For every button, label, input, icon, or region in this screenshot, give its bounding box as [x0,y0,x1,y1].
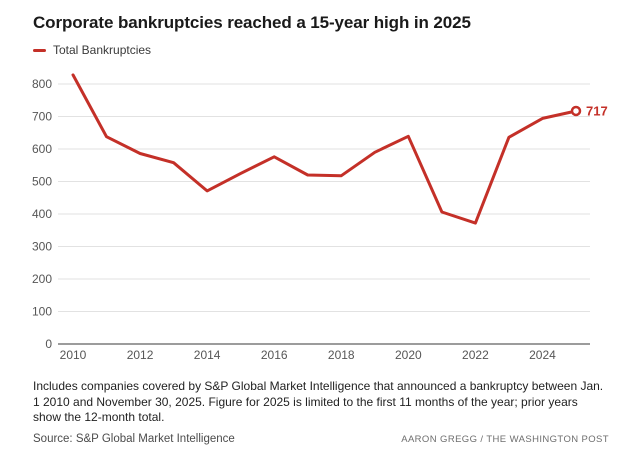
credit-text: AARON GREGG / THE WASHINGTON POST [401,433,609,445]
source-text: Source: S&P Global Market Intelligence [33,432,235,445]
x-tick-label: 2012 [127,348,154,362]
bankruptcies-line-chart: 0 100 200 300 400 500 600 700 800 2010 2012 2014 201… [32,73,608,362]
x-tick-label: 2018 [328,348,355,362]
x-tick-label: 2014 [194,348,221,362]
legend-swatch-total-bankruptcies [33,48,46,52]
y-tick-label: 200 [32,272,52,286]
chart-title: Corporate bankruptcies reached a 15-year… [33,13,471,32]
x-tick-label: 2024 [529,348,556,362]
x-tick-label: 2010 [60,348,87,362]
y-tick-label: 400 [32,207,52,221]
y-tick-label: 800 [32,77,52,91]
end-point-marker [570,105,582,117]
y-tick-label: 100 [32,305,52,319]
chart-area: 0 100 200 300 400 500 600 700 800 2010 2012 2014 201… [0,58,639,370]
end-point-value-label: 717 [586,103,608,118]
legend: Total Bankruptcies [33,42,609,58]
x-tick-label: 2022 [462,348,489,362]
bankruptcies-line [71,73,578,225]
chart-note: Includes companies covered by S&P Global… [33,379,604,424]
x-tick-label: 2016 [261,348,288,362]
y-tick-label: 500 [32,175,52,189]
x-tick-label: 2020 [395,348,422,362]
legend-label: Total Bankruptcies [53,43,152,57]
y-tick-label: 300 [32,240,52,254]
y-tick-label: 700 [32,110,52,124]
y-tick-label: 0 [45,337,52,351]
y-tick-label: 600 [32,142,52,156]
source-row: Source: S&P Global Market Intelligence A… [33,433,609,445]
